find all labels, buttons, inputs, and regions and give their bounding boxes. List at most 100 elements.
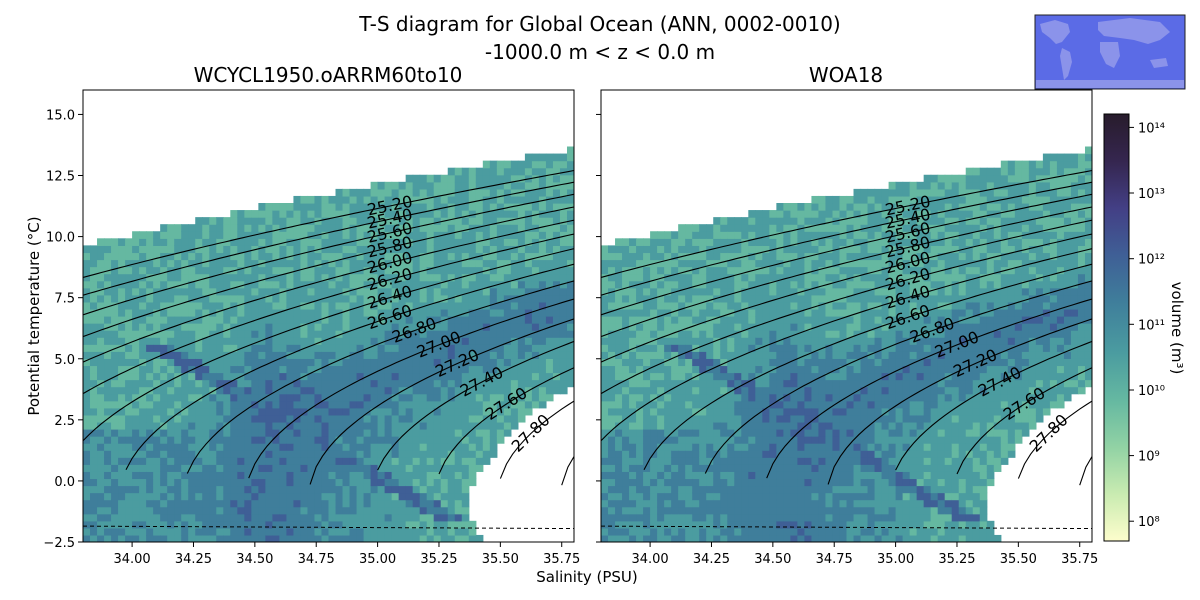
volume-cell xyxy=(489,365,498,374)
volume-cell xyxy=(118,266,126,275)
volume-cell xyxy=(699,358,707,367)
volume-cell xyxy=(195,457,203,465)
volume-cell xyxy=(650,471,658,480)
volume-cell xyxy=(216,316,224,324)
volume-cell xyxy=(783,238,791,246)
volume-cell xyxy=(391,294,400,303)
volume-cell xyxy=(272,301,280,310)
volume-cell xyxy=(90,499,98,508)
volume-cell xyxy=(657,252,665,261)
volume-cell xyxy=(440,379,449,388)
volume-cell xyxy=(643,393,651,402)
volume-cell xyxy=(244,421,252,430)
volume-cell xyxy=(636,421,644,430)
volume-cell xyxy=(237,400,245,409)
volume-cell xyxy=(188,386,196,395)
volume-cell xyxy=(461,450,470,458)
volume-cell xyxy=(265,252,273,261)
volume-cell xyxy=(328,287,337,296)
volume-cell xyxy=(818,471,827,480)
volume-cell xyxy=(209,443,217,451)
volume-cell xyxy=(286,527,295,536)
volume-cell xyxy=(195,400,203,409)
volume-cell xyxy=(706,506,714,515)
volume-cell xyxy=(356,492,365,501)
volume-cell xyxy=(328,492,337,501)
volume-cell xyxy=(720,506,728,515)
volume-cell xyxy=(342,527,351,536)
volume-cell xyxy=(265,407,273,416)
volume-cell xyxy=(454,527,463,536)
volume-cell xyxy=(853,513,862,522)
volume-cell xyxy=(426,294,435,303)
volume-cell xyxy=(118,323,126,331)
volume-cell xyxy=(426,513,435,522)
volume-cell xyxy=(167,330,175,338)
volume-cell xyxy=(545,280,554,289)
volume-cell xyxy=(741,344,749,352)
volume-cell xyxy=(468,527,477,536)
volume-cell xyxy=(790,351,798,359)
volume-cell xyxy=(692,527,700,536)
volume-cell xyxy=(699,294,707,303)
volume-cell xyxy=(776,471,784,480)
volume-cell xyxy=(566,308,574,317)
volume-cell xyxy=(762,506,770,515)
volume-cell xyxy=(342,316,351,324)
volume-cell xyxy=(461,217,470,225)
volume-cell xyxy=(762,316,770,324)
volume-cell xyxy=(783,217,791,225)
volume-cell xyxy=(83,301,91,310)
volume-cell xyxy=(650,287,658,296)
volume-cell xyxy=(692,513,700,522)
volume-cell xyxy=(384,471,393,480)
volume-cell xyxy=(300,217,309,225)
volume-cell xyxy=(818,365,827,374)
volume-cell xyxy=(692,457,700,465)
volume-cell xyxy=(510,351,519,359)
volume-cell xyxy=(349,492,358,501)
volume-cell xyxy=(664,273,672,282)
volume-cell xyxy=(230,527,238,536)
volume-cell xyxy=(860,457,869,465)
volume-cell xyxy=(146,323,154,331)
volume-cell xyxy=(790,344,798,352)
volume-cell xyxy=(713,301,721,310)
volume-cell xyxy=(195,344,203,352)
volume-cell xyxy=(104,294,112,303)
volume-cell xyxy=(104,252,112,261)
volume-cell xyxy=(202,520,210,529)
volume-cell xyxy=(251,224,259,232)
volume-cell xyxy=(832,471,841,480)
volume-cell xyxy=(622,464,630,472)
volume-cell xyxy=(636,492,644,501)
volume-cell xyxy=(622,429,630,437)
volume-cell xyxy=(706,386,714,395)
volume-cell xyxy=(230,301,238,310)
volume-cell xyxy=(783,407,791,416)
volume-cell xyxy=(846,344,855,352)
volume-cell xyxy=(650,393,658,402)
volume-cell xyxy=(454,252,463,261)
volume-cell xyxy=(699,450,707,458)
volume-cell xyxy=(860,534,869,542)
volume-cell xyxy=(461,330,470,338)
volume-cell xyxy=(104,485,112,494)
volume-cell xyxy=(83,527,91,536)
volume-cell xyxy=(391,520,400,529)
volume-cell xyxy=(398,287,407,296)
volume-cell xyxy=(321,506,330,515)
volume-cell xyxy=(517,379,526,388)
volume-cell xyxy=(223,231,231,239)
volume-cell xyxy=(174,259,182,268)
volume-cell xyxy=(293,478,302,487)
volume-cell xyxy=(475,266,484,275)
volume-cell xyxy=(643,323,651,331)
volume-cell xyxy=(601,308,609,317)
volume-cell xyxy=(433,492,442,501)
volume-cell xyxy=(601,513,609,522)
volume-cell xyxy=(258,386,266,395)
volume-cell xyxy=(727,429,735,437)
volume-cell xyxy=(258,316,266,324)
volume-cell xyxy=(286,478,295,487)
